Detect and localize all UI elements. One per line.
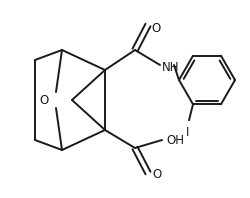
- Text: O: O: [152, 168, 161, 181]
- Text: NH: NH: [162, 61, 180, 73]
- Text: OH: OH: [166, 133, 184, 147]
- Text: O: O: [151, 22, 160, 35]
- Text: O: O: [40, 93, 49, 107]
- Text: I: I: [186, 126, 190, 139]
